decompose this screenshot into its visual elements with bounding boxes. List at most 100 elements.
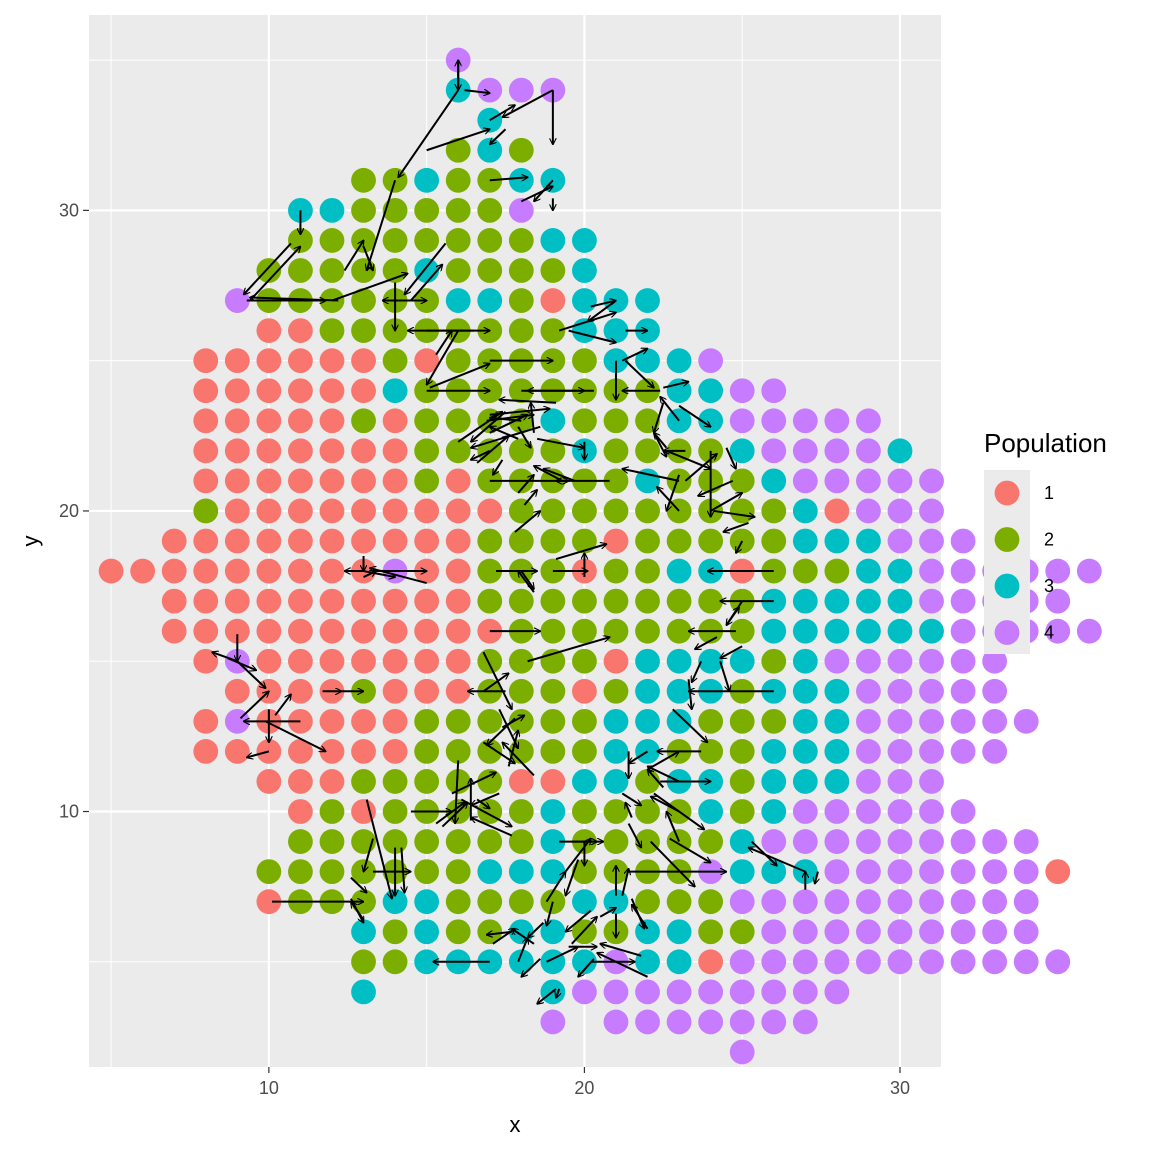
data-point-pop-2	[761, 498, 787, 524]
data-point-pop-4	[982, 919, 1008, 945]
data-point-pop-4	[887, 799, 913, 824]
data-point-pop-3	[761, 799, 787, 824]
data-point-pop-4	[729, 1009, 755, 1035]
data-point-pop-2	[508, 228, 534, 253]
arrow	[725, 607, 739, 626]
arrow	[720, 645, 743, 658]
data-point-pop-1	[445, 648, 471, 674]
data-point-pop-4	[856, 769, 881, 794]
data-point-pop-2	[445, 228, 471, 253]
data-point-pop-2	[288, 258, 313, 283]
data-point-pop-4	[824, 438, 850, 464]
arrow	[725, 447, 735, 469]
data-point-pop-2	[572, 708, 597, 734]
data-point-pop-1	[319, 468, 345, 494]
data-point-pop-1	[193, 348, 219, 374]
data-point-pop-2	[603, 438, 629, 464]
data-point-pop-4	[950, 829, 976, 854]
data-point-pop-4	[508, 77, 534, 103]
data-point-pop-4	[856, 438, 881, 464]
arrow	[654, 402, 665, 433]
data-point-pop-3	[603, 769, 629, 794]
y-tick-label: 20	[59, 501, 79, 521]
data-point-pop-2	[666, 618, 692, 644]
data-point-pop-1	[540, 288, 566, 313]
data-point-pop-2	[540, 498, 566, 524]
arrow	[521, 958, 541, 977]
data-point-pop-3	[856, 558, 881, 584]
data-point-pop-4	[982, 859, 1008, 885]
data-point-pop-3	[414, 167, 440, 193]
data-point-pop-4	[887, 769, 913, 794]
arrow	[471, 425, 541, 448]
data-point-pop-4	[729, 889, 755, 915]
data-point-pop-3	[666, 348, 692, 374]
data-point-pop-3	[572, 228, 597, 253]
arrow	[621, 349, 647, 362]
legend-label-2: 2	[1044, 530, 1054, 550]
data-point-pop-2	[351, 769, 376, 794]
data-point-pop-2	[635, 408, 660, 434]
data-point-pop-4	[824, 648, 850, 674]
arrow	[502, 742, 535, 777]
arrow	[400, 847, 404, 893]
data-point-pop-4	[1045, 588, 1071, 614]
data-point-pop-3	[824, 739, 850, 764]
data-point-pop-4	[792, 829, 818, 854]
data-point-pop-4	[1013, 859, 1039, 885]
data-point-pop-1	[824, 498, 850, 524]
arrow	[250, 298, 339, 302]
legend-label-1: 1	[1044, 483, 1054, 503]
data-point-pop-1	[382, 468, 408, 494]
data-point-pop-3	[792, 618, 818, 644]
data-point-pop-1	[319, 378, 345, 404]
x-axis-ticks: 10 20 30	[259, 1067, 910, 1098]
arrow	[490, 418, 522, 421]
data-point-pop-1	[256, 618, 282, 644]
data-point-pop-4	[919, 739, 944, 764]
data-point-pop-1	[414, 348, 440, 374]
arrow	[487, 717, 516, 745]
arrow	[265, 720, 326, 753]
data-point-pop-4	[572, 979, 597, 1005]
data-point-pop-2	[824, 558, 850, 584]
arrow	[429, 364, 490, 389]
data-point-pop-2	[540, 438, 566, 464]
data-point-pop-3	[635, 919, 660, 945]
data-point-pop-4	[729, 979, 755, 1005]
data-point-pop-4	[824, 829, 850, 854]
data-point-pop-4	[919, 558, 944, 584]
data-point-pop-4	[635, 1009, 660, 1035]
data-point-pop-1	[193, 558, 219, 584]
arrow	[489, 415, 528, 434]
data-point-pop-4	[856, 678, 881, 704]
data-point-pop-2	[319, 318, 345, 343]
data-point-pop-3	[856, 618, 881, 644]
data-point-pop-1	[193, 408, 219, 434]
data-point-pop-4	[856, 799, 881, 824]
data-point-pop-4	[919, 678, 944, 704]
data-point-pop-3	[698, 378, 724, 404]
arrow	[815, 871, 818, 884]
data-point-pop-1	[445, 468, 471, 494]
displacement-arrows	[212, 60, 818, 1004]
data-point-pop-1	[382, 438, 408, 464]
data-point-pop-3	[414, 919, 440, 945]
data-point-pop-4	[919, 468, 944, 494]
data-point-pop-2	[603, 799, 629, 824]
data-point-pop-1	[319, 528, 345, 554]
arrow	[487, 932, 512, 935]
data-point-pop-4	[950, 739, 976, 764]
arrow	[534, 179, 554, 201]
data-point-pop-2	[572, 498, 597, 524]
data-point-pop-1	[445, 498, 471, 524]
data-point-pop-4	[950, 528, 976, 554]
data-point-pop-2	[382, 769, 408, 794]
arrow	[247, 750, 270, 757]
arrow	[736, 540, 744, 553]
data-point-pop-3	[414, 949, 440, 975]
data-point-pop-3	[666, 949, 692, 975]
data-point-pop-2	[319, 258, 345, 283]
arrow	[695, 636, 718, 649]
arrow	[492, 929, 515, 945]
